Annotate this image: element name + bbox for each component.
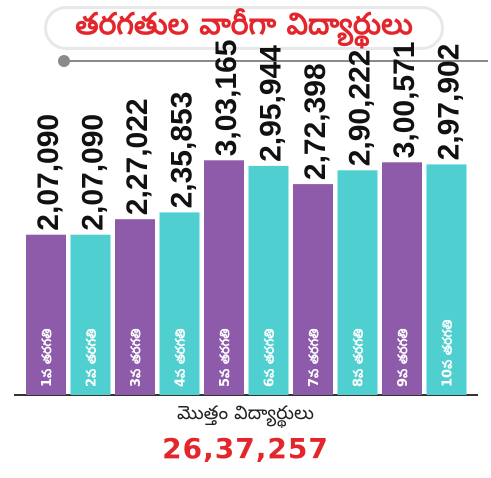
bar-2 [70,234,111,395]
value-label-2: 2,07,090 [77,114,110,231]
bar-7 [293,184,333,395]
bar-6 [248,165,289,395]
bar-chart: 1వ తరగతి 2,07,090 2వ తరగతి 2,07,090 3వ తరగతి… [14,40,478,396]
category-label-1: 1వ తరగతి [40,329,55,387]
category-label-4: 4వ తరగతి [174,329,189,387]
bar-1 [26,234,66,395]
value-label-3: 2,27,022 [121,98,154,215]
chart-title: తరగతుల వారీగా విద్యార్థులు [75,7,413,42]
value-label-5: 3,03,165 [210,40,243,157]
category-label-9: 9వ తరగతి [396,329,411,387]
bar-4 [159,212,200,395]
total-value: 26,37,257 [162,432,329,465]
value-label-1: 2,07,090 [32,114,65,231]
category-label-6: 6వ తరగతి [263,329,278,387]
category-label-2: 2వ తరగతి [85,329,100,387]
bar-5 [204,160,244,395]
category-label-7: 7వ తరగతి [307,329,322,387]
value-label-10: 2,97,902 [433,44,466,161]
category-label-3: 3వ తరగతి [129,329,144,387]
category-label-10: 10వ తరగతి [441,320,456,387]
title-divider [60,60,488,62]
bar-8 [337,170,378,395]
total-label: మొత్తం విద్యార్థులు [177,402,314,424]
bar-10 [426,164,467,395]
bar-9 [382,162,422,395]
bar-3 [115,219,155,395]
value-label-8: 2,90,222 [344,50,377,167]
title-banner: తరగతుల వారీగా విద్యార్థులు [44,6,444,50]
value-label-7: 2,72,398 [299,63,332,180]
value-label-9: 3,00,571 [388,42,421,159]
value-label-4: 2,35,853 [166,92,199,209]
category-label-5: 5వ తరగతి [218,329,233,387]
value-label-6: 2,95,944 [255,45,288,162]
category-label-8: 8వ తరగతి [352,329,367,387]
title-divider-dot [58,55,70,67]
